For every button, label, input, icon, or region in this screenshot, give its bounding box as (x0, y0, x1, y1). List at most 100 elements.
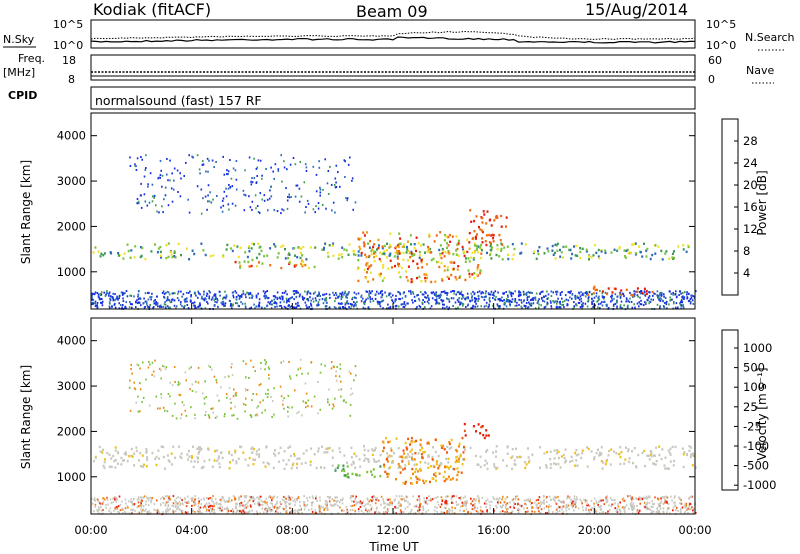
data-cell (329, 503, 332, 506)
data-cell (374, 502, 377, 505)
data-cell (589, 512, 591, 515)
data-cell (381, 290, 383, 293)
data-cell (250, 264, 253, 268)
nsky-strip: N.Sky 10^5 10^0 10^5 10^0 N.Search (3, 18, 795, 52)
data-cell (299, 161, 302, 163)
data-cell (277, 511, 279, 514)
nsearch-trace (90, 30, 696, 40)
data-cell (592, 292, 595, 295)
data-cell (674, 505, 677, 508)
data-cell (527, 306, 530, 308)
data-cell (109, 507, 112, 510)
data-cell (134, 245, 137, 248)
data-cell (349, 414, 352, 417)
data-cell (559, 500, 562, 503)
data-cell (124, 510, 126, 513)
data-cell (402, 481, 405, 485)
data-cell (261, 306, 263, 309)
data-cell (143, 175, 146, 178)
data-cell (426, 250, 429, 254)
data-cell (284, 502, 287, 505)
data-cell (106, 498, 109, 501)
data-cell (395, 294, 397, 297)
data-cell (318, 291, 320, 294)
data-cell (227, 508, 230, 511)
data-cell (418, 254, 421, 257)
data-cell (551, 249, 554, 252)
data-cell (168, 460, 171, 463)
data-cell (135, 306, 137, 309)
data-cell (620, 289, 623, 292)
data-cell (325, 207, 327, 210)
data-cell (444, 470, 446, 474)
data-cell (577, 453, 580, 456)
freq-strip: Freq. [MHz] 18 8 60 0 Nave (3, 52, 774, 86)
data-cell (338, 375, 341, 378)
data-cell (389, 252, 392, 255)
data-cell (448, 233, 451, 237)
data-cell (319, 408, 322, 411)
data-cell (627, 307, 629, 310)
nsearch-label: N.Search (745, 31, 795, 44)
data-cell (300, 462, 303, 465)
data-cell (339, 499, 342, 501)
data-cell (675, 302, 678, 305)
data-cell (266, 198, 269, 201)
data-cell (342, 464, 345, 467)
data-cell (136, 363, 138, 366)
data-cell (680, 502, 683, 505)
data-cell (339, 292, 341, 295)
data-cell (340, 295, 343, 298)
data-cell (129, 301, 131, 303)
data-cell (629, 497, 632, 500)
data-cell (229, 500, 231, 503)
data-cell (427, 509, 430, 512)
data-cell (523, 507, 525, 510)
data-cell (508, 300, 511, 303)
data-cell (490, 224, 493, 227)
data-cell (232, 303, 234, 306)
data-cell (201, 295, 203, 298)
data-cell (427, 466, 430, 469)
data-cell (145, 451, 148, 454)
data-cell (179, 455, 182, 458)
data-cell (164, 504, 167, 507)
data-cell (613, 450, 616, 453)
data-cell (296, 457, 299, 460)
data-cell (152, 195, 154, 198)
data-cell (549, 300, 552, 303)
data-cell (266, 395, 269, 398)
data-cell (491, 246, 493, 249)
data-cell (372, 458, 375, 461)
data-cell (489, 300, 491, 303)
data-cell (195, 307, 197, 309)
data-cell (238, 497, 241, 500)
data-cell (150, 295, 153, 298)
data-cell (383, 465, 386, 469)
data-cell (268, 367, 271, 370)
data-cell (428, 298, 430, 301)
data-cell (506, 508, 508, 511)
data-cell (331, 498, 333, 501)
data-cell (495, 450, 498, 453)
data-cell (402, 449, 405, 452)
data-cell (215, 379, 218, 381)
data-cell (169, 301, 172, 304)
x-tick-label: 00:00 (678, 523, 711, 537)
data-cell (470, 256, 473, 259)
data-cell (186, 300, 188, 303)
data-cell (402, 468, 404, 471)
data-cell (293, 452, 296, 456)
data-cell (294, 501, 297, 504)
data-cell (586, 503, 589, 505)
data-cell (384, 502, 386, 505)
data-cell (287, 406, 289, 408)
data-cell (370, 249, 373, 253)
data-cell (92, 302, 94, 305)
data-cell (586, 504, 588, 507)
data-cell (518, 303, 520, 306)
data-cell (614, 302, 617, 305)
data-cell (543, 300, 546, 303)
data-cell (381, 279, 384, 282)
data-cell (455, 459, 458, 462)
